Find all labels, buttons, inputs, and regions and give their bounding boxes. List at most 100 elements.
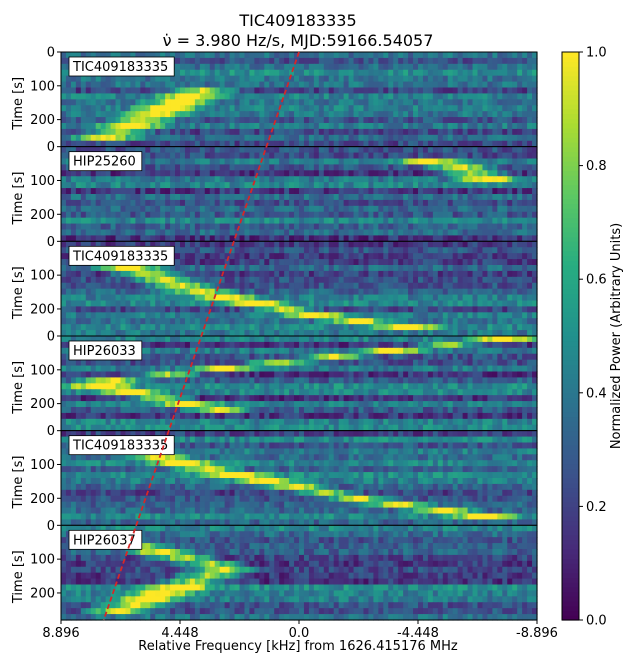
heatmap-cell	[294, 117, 300, 124]
heatmap-cell	[160, 152, 166, 160]
heatmap-cell	[229, 259, 236, 266]
heatmap-cell	[358, 223, 365, 231]
heatmap-cell	[363, 81, 370, 89]
heatmap-cell	[303, 229, 310, 237]
heatmap-cell	[234, 81, 241, 89]
heatmap-cell	[437, 306, 444, 313]
heatmap-cell	[408, 140, 414, 148]
heatmap-cell	[279, 300, 285, 308]
heatmap-cell	[194, 123, 201, 130]
heatmap-cell	[467, 276, 474, 284]
heatmap-cell	[487, 111, 493, 118]
heatmap-cell	[517, 152, 523, 160]
heatmap-cell	[274, 182, 280, 189]
heatmap-cell	[437, 294, 444, 302]
heatmap-cell	[184, 282, 191, 290]
heatmap-cell	[333, 259, 340, 266]
heatmap-cell	[462, 199, 469, 207]
heatmap-cell	[517, 235, 523, 242]
heatmap-cell	[279, 52, 285, 59]
heatmap-cell	[189, 282, 196, 290]
heatmap-cell	[422, 300, 429, 308]
heatmap-cell	[398, 87, 404, 95]
heatmap-cell	[249, 111, 255, 118]
heatmap-cell	[145, 117, 151, 124]
heatmap-cell	[303, 324, 310, 331]
heatmap-cell	[209, 241, 216, 248]
heatmap-cell	[289, 324, 295, 331]
heatmap-cell	[264, 253, 270, 260]
heatmap-cell	[467, 217, 474, 225]
heatmap-cell	[80, 229, 87, 237]
heatmap-cell	[527, 199, 533, 207]
heatmap-cell	[348, 223, 355, 231]
heatmap-cell	[457, 318, 464, 325]
heatmap-cell	[75, 188, 82, 195]
heatmap-cell	[368, 134, 374, 142]
heatmap-cell	[477, 347, 484, 355]
heatmap-cell	[140, 318, 146, 325]
heatmap-cell	[150, 276, 156, 284]
heatmap-cell	[239, 99, 246, 106]
heatmap-cell	[214, 188, 221, 195]
heatmap-cell	[269, 306, 275, 313]
heatmap-cell	[318, 158, 325, 166]
heatmap-cell	[204, 140, 211, 148]
heatmap-cell	[502, 300, 508, 308]
heatmap-cell	[427, 282, 434, 290]
heatmap-cell	[527, 164, 533, 171]
heatmap-cell	[432, 128, 439, 136]
heatmap-cell	[165, 300, 171, 308]
heatmap-cell	[512, 235, 518, 242]
heatmap-cell	[452, 205, 459, 213]
heatmap-cell	[259, 57, 265, 65]
heatmap-cell	[348, 282, 355, 290]
heatmap-cell	[403, 270, 409, 278]
heatmap-cell	[180, 318, 186, 325]
heatmap-cell	[274, 211, 280, 219]
heatmap-cell	[328, 99, 335, 106]
heatmap-cell	[274, 170, 280, 177]
heatmap-cell	[373, 259, 379, 266]
heatmap-cell	[368, 93, 374, 100]
heatmap-cell	[403, 140, 409, 148]
heatmap-cell	[184, 330, 191, 337]
heatmap-cell	[338, 123, 345, 130]
heatmap-cell	[418, 336, 424, 343]
heatmap-cell	[492, 128, 498, 136]
heatmap-cell	[393, 306, 399, 313]
heatmap-cell	[170, 75, 176, 83]
heatmap-cell	[517, 146, 523, 154]
heatmap-cell	[269, 69, 275, 77]
heatmap-cell	[75, 52, 82, 59]
heatmap-cell	[249, 330, 255, 337]
heatmap-cell	[135, 312, 141, 319]
heatmap-cell	[189, 140, 196, 148]
heatmap-cell	[219, 105, 226, 112]
heatmap-cell	[80, 265, 87, 272]
heatmap-cell	[219, 188, 226, 195]
heatmap-cell	[457, 247, 464, 254]
heatmap-cell	[145, 294, 151, 302]
heatmap-cell	[100, 217, 107, 225]
heatmap-cell	[105, 276, 112, 284]
heatmap-cell	[442, 57, 449, 65]
heatmap-cell	[204, 241, 211, 248]
heatmap-cell	[457, 270, 464, 278]
heatmap-cell	[487, 105, 493, 112]
heatmap-cell	[368, 353, 374, 361]
heatmap-cell	[70, 87, 77, 95]
heatmap-cell	[294, 63, 300, 71]
heatmap-cell	[383, 128, 389, 136]
heatmap-cell	[294, 57, 300, 65]
heatmap-cell	[492, 117, 498, 124]
heatmap-cell	[244, 300, 251, 308]
heatmap-cell	[492, 318, 498, 325]
heatmap-cell	[422, 205, 429, 213]
heatmap-cell	[239, 146, 246, 154]
heatmap-cell	[254, 265, 260, 272]
heatmap-cell	[348, 117, 355, 124]
heatmap-cell	[61, 336, 67, 343]
heatmap-cell	[447, 336, 454, 343]
heatmap-cell	[95, 300, 102, 308]
